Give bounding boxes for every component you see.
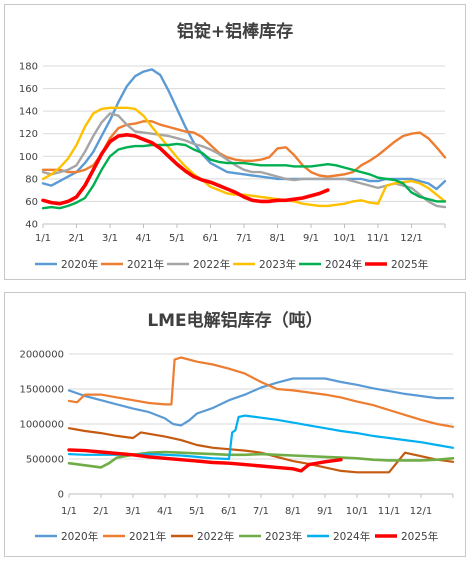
chart1-legend-label-2020年: 2020年 xyxy=(61,258,98,271)
chart2-x-tick-label-0: 1/1 xyxy=(61,506,77,517)
chart2-x-tick-label-11: 12/1 xyxy=(410,506,432,517)
chart1-legend-label-2021年: 2021年 xyxy=(127,258,164,271)
chart2-x-tick-label-3: 4/1 xyxy=(157,506,173,517)
chart2-series-line-2022年 xyxy=(67,427,455,474)
chart2-series-line-2025年 xyxy=(67,448,343,473)
chart2-title: LME电解铝库存（吨） xyxy=(147,310,322,331)
chart1-y-tick-label-3: 100 xyxy=(19,152,38,163)
chart1-legend-label-2023年: 2023年 xyxy=(259,258,296,271)
chart1-series-line-2022年 xyxy=(41,112,447,209)
chart2-legend-label-2022年: 2022年 xyxy=(197,530,234,543)
chart-aluminum-ingot-rod-inventory: 铝锭+铝棒库存 40 60 80 100 120 140 160 180 1/1 2/1 3/1 4/1… xyxy=(19,21,447,271)
chart1-series-line-2020年 xyxy=(41,68,447,191)
chart1-x-tick-label-5: 6/1 xyxy=(202,233,218,244)
chart1-y-tick-label-4: 120 xyxy=(19,129,38,140)
chart1-x-tick-label-4: 5/1 xyxy=(169,233,185,244)
chart-panel-lme-aluminum: LME电解铝库存（吨） 0 500000 1000000 1500000 2000000 1… xyxy=(4,292,466,557)
chart1-legend-label-2022年: 2022年 xyxy=(193,258,230,271)
chart1-legend-label-2025年: 2025年 xyxy=(391,258,428,271)
chart1-x-tick-label-9: 10/1 xyxy=(333,233,355,244)
chart1-title: 铝锭+铝棒库存 xyxy=(177,21,293,42)
chart2-series-line-2020年 xyxy=(67,377,455,427)
chart-lme-aluminum-inventory: LME电解铝库存（吨） 0 500000 1000000 1500000 2000000 1… xyxy=(19,310,455,543)
chart1-y-tick-label-2: 80 xyxy=(25,174,38,185)
chart2-series-line-2023年 xyxy=(67,450,455,469)
chart1-series-line-2025年 xyxy=(41,133,330,206)
chart2-x-tick-label-7: 8/1 xyxy=(285,506,301,517)
chart2-series-line-2021年 xyxy=(67,356,455,428)
chart2-x-tick-label-2: 3/1 xyxy=(125,506,141,517)
chart2-y-tick-label-4: 2000000 xyxy=(19,350,64,361)
chart2-legend-label-2024年: 2024年 xyxy=(333,530,370,543)
chart2-x-tick-label-4: 5/1 xyxy=(189,506,205,517)
chart1-y-tick-label-7: 180 xyxy=(19,62,38,73)
chart2-y-tick-label-0: 0 xyxy=(58,490,64,501)
chart1-series-line-2024年 xyxy=(41,142,447,210)
chart1-x-tick-label-6: 7/1 xyxy=(236,233,252,244)
chart2-y-tick-label-3: 1500000 xyxy=(19,385,64,396)
chart2-x-tick-label-5: 6/1 xyxy=(221,506,237,517)
chart1-series-line-2021年 xyxy=(41,120,447,178)
chart2-y-tick-label-2: 1000000 xyxy=(19,420,64,431)
chart2-x-tick-label-10: 11/1 xyxy=(378,506,400,517)
chart2-legend-label-2023年: 2023年 xyxy=(265,530,302,543)
chart2-x-tick-label-8: 9/1 xyxy=(317,506,333,517)
chart2-x-tick-label-1: 2/1 xyxy=(93,506,109,517)
chart1-legend-label-2024年: 2024年 xyxy=(325,258,362,271)
chart2-legend-label-2020年: 2020年 xyxy=(61,530,98,543)
chart1-x-tick-label-1: 2/1 xyxy=(68,233,84,244)
chart1-y-tick-label-0: 40 xyxy=(25,220,38,231)
chart1-y-tick-label-1: 60 xyxy=(25,197,38,208)
chart1-x-tick-label-8: 9/1 xyxy=(303,233,319,244)
chart1-series-line-2023年 xyxy=(41,106,447,208)
chart2-legend-label-2021年: 2021年 xyxy=(129,530,166,543)
chart2-x-tick-label-6: 7/1 xyxy=(253,506,269,517)
chart-panel-aluminum-ingot-rod: 铝锭+铝棒库存 40 60 80 100 120 140 160 180 1/1 2/1 3/1 4/1… xyxy=(4,4,466,280)
chart1-y-tick-label-5: 140 xyxy=(19,107,38,118)
chart1-x-tick-label-0: 1/1 xyxy=(35,233,51,244)
chart1-x-tick-label-11: 12/1 xyxy=(400,233,422,244)
chart1-y-tick-label-6: 160 xyxy=(19,84,38,95)
chart1-x-tick-label-3: 4/1 xyxy=(135,233,151,244)
chart2-x-tick-label-9: 10/1 xyxy=(346,506,368,517)
chart1-x-tick-label-10: 11/1 xyxy=(367,233,389,244)
chart2-y-tick-label-1: 500000 xyxy=(26,455,64,466)
chart1-x-tick-label-2: 3/1 xyxy=(102,233,118,244)
chart1-x-tick-label-7: 8/1 xyxy=(269,233,285,244)
chart2-legend-label-2025年: 2025年 xyxy=(401,530,438,543)
